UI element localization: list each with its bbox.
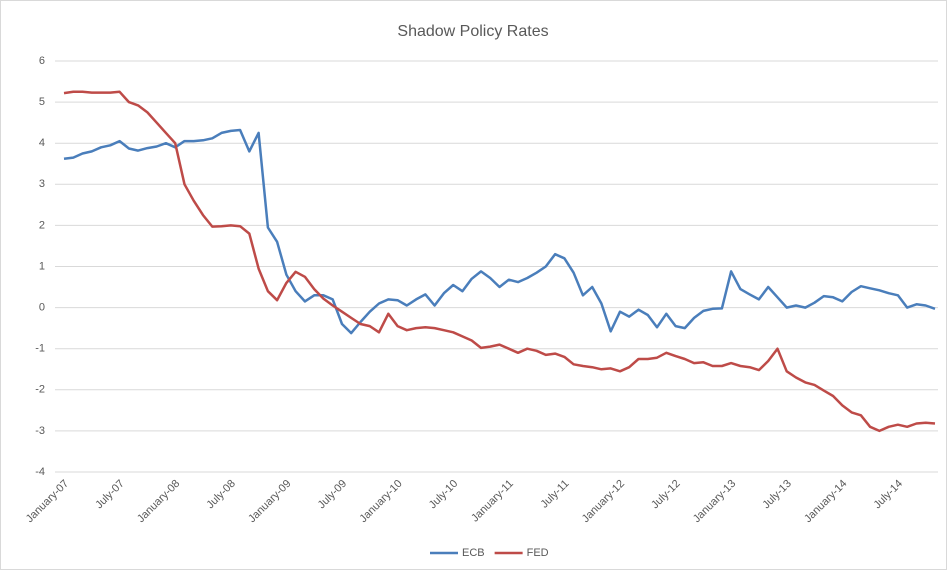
series-line bbox=[63, 128, 936, 335]
legend-label: FED bbox=[527, 547, 549, 559]
y-tick-label: 5 bbox=[39, 96, 45, 108]
y-tick-label: -4 bbox=[35, 466, 45, 478]
y-tick-label: 4 bbox=[39, 137, 45, 149]
y-tick-label: 6 bbox=[39, 55, 45, 67]
y-tick-label: 2 bbox=[39, 219, 45, 231]
chart-title: Shadow Policy Rates bbox=[397, 23, 548, 40]
y-tick-label: -1 bbox=[35, 343, 45, 355]
series-line bbox=[63, 90, 936, 433]
y-tick-label: 1 bbox=[39, 260, 45, 272]
legend-label: ECB bbox=[462, 547, 485, 559]
y-tick-label: 3 bbox=[39, 178, 45, 190]
y-tick-label: -3 bbox=[35, 425, 45, 437]
y-tick-label: 0 bbox=[39, 302, 45, 314]
y-tick-label: -2 bbox=[35, 384, 45, 396]
